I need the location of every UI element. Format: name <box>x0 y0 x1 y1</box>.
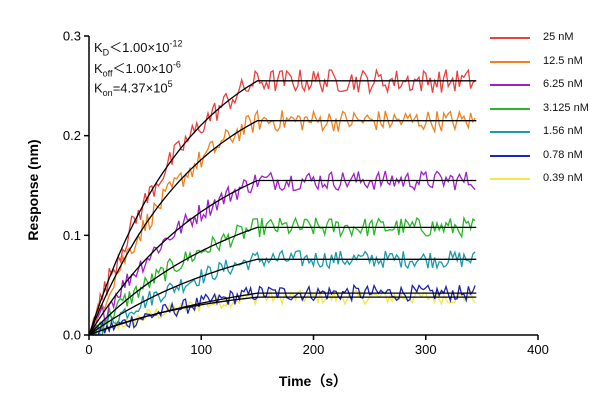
axis-ticks: 0 100 200 300 400 0.0 0.1 0.2 0.3 <box>63 29 549 358</box>
legend-swatch <box>490 178 530 180</box>
legend-item: 12.5 nM <box>490 55 610 79</box>
legend-item: 6.25 nM <box>490 78 610 102</box>
y-tick-label: 0.1 <box>63 228 81 243</box>
y-axis-label: Response (nm) <box>25 139 41 240</box>
koff-annotation: Koff＜1.00×10-6 <box>94 59 181 79</box>
series-line <box>88 109 476 335</box>
x-tick-label: 0 <box>85 342 92 357</box>
legend-label: 1.56 nM <box>543 125 583 137</box>
x-tick-label: 300 <box>415 342 437 357</box>
series-line <box>88 283 476 336</box>
fit-line <box>88 80 477 336</box>
legend-swatch <box>490 107 530 110</box>
legend-item: 0.78 nM <box>490 149 610 173</box>
series-line <box>88 170 476 334</box>
legend-item: 3.125 nM <box>490 102 610 126</box>
legend-swatch <box>490 60 530 63</box>
kd-annotation: KD＜1.00×10-12 <box>94 38 183 58</box>
legend-swatch <box>490 84 530 86</box>
legend-label: 6.25 nM <box>543 78 583 90</box>
fit-line <box>88 120 477 336</box>
legend-label: 0.39 nM <box>543 172 583 184</box>
fit-line <box>88 296 477 336</box>
y-tick-label: 0.0 <box>63 328 81 343</box>
x-tick-label: 200 <box>303 342 325 357</box>
x-axis-label: Time（s） <box>279 373 347 389</box>
legend-label: 25 nM <box>543 31 574 43</box>
legend: 25 nM 12.5 nM 6.25 nM 3.125 nM 1.56 nM 0… <box>490 31 610 196</box>
fit-line <box>88 179 477 336</box>
x-tick-label: 400 <box>527 342 549 357</box>
series-line <box>88 215 476 337</box>
legend-label: 0.78 nM <box>543 148 583 161</box>
y-tick-label: 0.2 <box>63 128 81 143</box>
legend-item: 0.39 nM <box>490 172 610 196</box>
y-tick-label: 0.3 <box>63 29 81 44</box>
plot-area <box>88 67 477 337</box>
legend-swatch <box>490 131 530 133</box>
series-line <box>88 67 476 335</box>
fit-line <box>88 226 477 336</box>
legend-swatch <box>490 154 530 157</box>
legend-label: 3.125 nM <box>543 101 589 114</box>
legend-label: 12.5 nM <box>543 54 583 67</box>
legend-item: 1.56 nM <box>490 125 610 149</box>
legend-item: 25 nM <box>490 31 610 55</box>
fit-line <box>88 258 477 336</box>
legend-swatch <box>490 37 530 39</box>
x-tick-label: 100 <box>190 342 212 357</box>
kon-annotation: Kon=4.37×105 <box>94 79 173 98</box>
